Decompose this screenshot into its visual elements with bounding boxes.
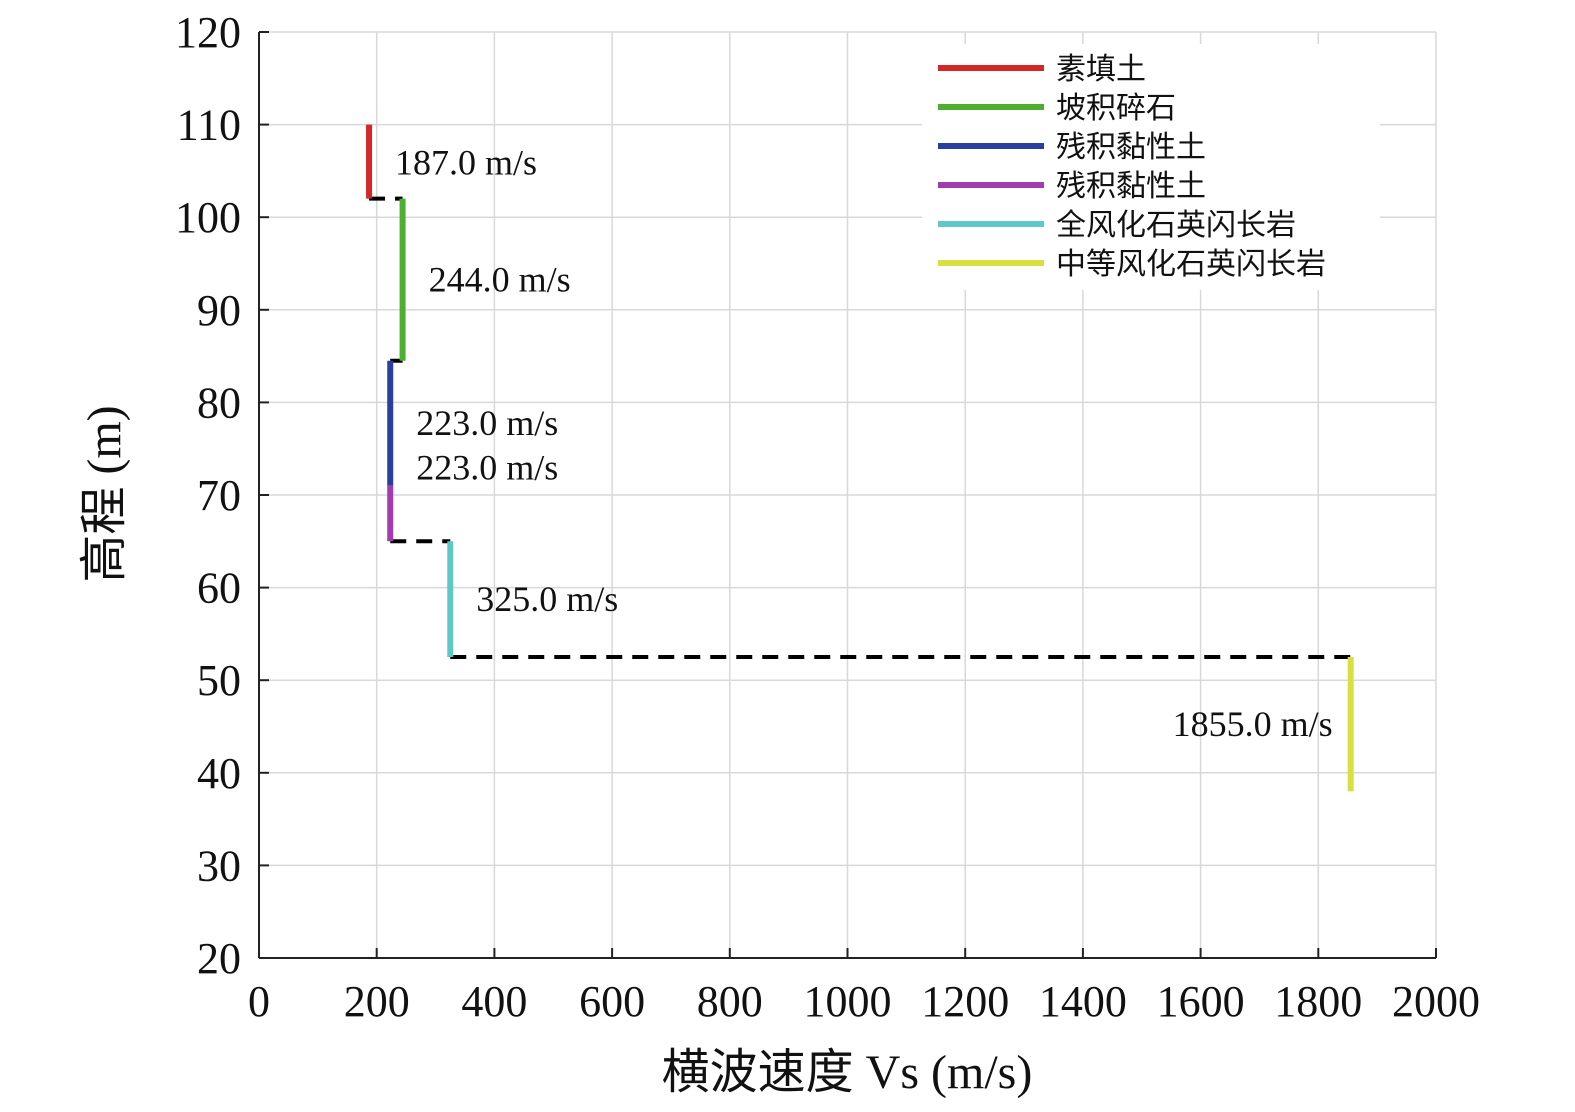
- x-tick-label: 1400: [1039, 977, 1127, 1026]
- y-tick-label: 100: [175, 193, 241, 242]
- velocity-data-label: 325.0 m/s: [476, 579, 618, 619]
- y-tick-label: 50: [197, 656, 241, 705]
- x-tick-label: 400: [461, 977, 527, 1026]
- legend-entry-label: 全风化石英闪长岩: [1056, 208, 1296, 243]
- x-tick-label: 200: [344, 977, 410, 1026]
- legend-entry-label: 残积黏性土: [1056, 169, 1206, 204]
- velocity-data-label: 187.0 m/s: [395, 143, 537, 183]
- x-tick-label: 1600: [1157, 977, 1245, 1026]
- velocity-data-label: 223.0 m/s: [416, 448, 558, 488]
- legend-entry-label: 坡积碎石: [1056, 91, 1176, 126]
- series-layer: [366, 124, 1354, 792]
- x-tick-label: 2000: [1392, 977, 1480, 1026]
- y-tick-label: 90: [197, 286, 241, 335]
- legend-entry-label: 素填土: [1056, 52, 1146, 87]
- x-tick-label: 600: [579, 977, 645, 1026]
- x-tick-label: 1000: [804, 977, 892, 1026]
- y-tick-label: 120: [175, 8, 241, 57]
- x-tick-label: 0: [248, 977, 270, 1026]
- y-tick-label: 80: [197, 378, 241, 427]
- data-label-layer: 187.0 m/s 244.0 m/s 223.0 m/s 223.0 m/s 325.…: [395, 143, 1333, 745]
- y-tick-label: 30: [197, 841, 241, 890]
- y-tick-label: 20: [197, 934, 241, 983]
- y-tick-label: 70: [197, 471, 241, 520]
- legend-entry-label: 残积黏性土: [1056, 130, 1206, 165]
- x-tick-label: 800: [697, 977, 763, 1026]
- velocity-data-label: 1855.0 m/s: [1173, 704, 1333, 744]
- axes-layer: 0 200 400 600 800 1000 1200 1400 1600 1800 2000 20 3…: [175, 8, 1480, 1026]
- y-tick-label: 60: [197, 564, 241, 613]
- x-tick-label: 1200: [921, 977, 1009, 1026]
- x-tick-label: 1800: [1274, 977, 1362, 1026]
- legend-background: [922, 44, 1380, 290]
- legend-entry-label: 中等风化石英闪长岩: [1056, 247, 1326, 282]
- y-axis-title: 高程 (m): [78, 405, 131, 582]
- velocity-data-label: 223.0 m/s: [416, 403, 558, 443]
- y-tick-label: 110: [177, 101, 241, 150]
- x-axis-title: 横波速度 Vs (m/s): [662, 1046, 1033, 1099]
- y-tick-label: 40: [197, 749, 241, 798]
- velocity-data-label: 244.0 m/s: [429, 260, 571, 300]
